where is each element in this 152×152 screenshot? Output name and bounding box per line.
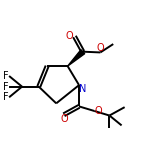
- Text: O: O: [60, 114, 68, 124]
- Text: F: F: [3, 92, 9, 102]
- Text: F: F: [3, 82, 9, 92]
- Text: O: O: [97, 43, 104, 53]
- Text: O: O: [95, 106, 102, 116]
- Polygon shape: [68, 50, 85, 66]
- Text: O: O: [66, 31, 73, 41]
- Text: F: F: [3, 71, 9, 81]
- Text: N: N: [79, 84, 86, 94]
